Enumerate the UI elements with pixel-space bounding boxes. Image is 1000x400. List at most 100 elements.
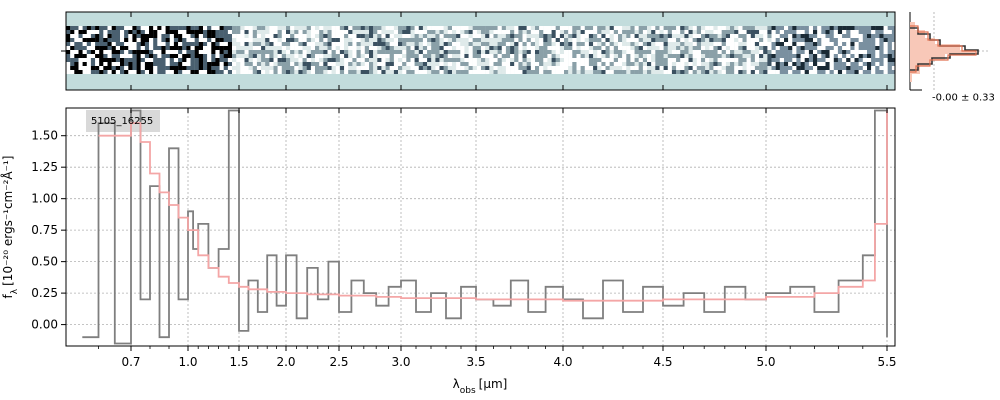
spectrum-2d-pixel [833, 34, 839, 38]
spectrum-2d-pixel [144, 50, 150, 54]
spectrum-2d-pixel [580, 54, 585, 58]
spectrum-2d-pixel [261, 38, 266, 42]
spectrum-2d-pixel [481, 42, 486, 46]
spectrum-2d-pixel [601, 50, 606, 54]
y-tick-label: 1.00 [31, 192, 58, 206]
spectrum-2d-pixel [667, 58, 673, 62]
spectrum-2d-pixel [813, 58, 818, 62]
spectrum-2d-pixel [447, 34, 453, 38]
spectrum-2d-pixel [256, 42, 262, 46]
spectrum-2d-pixel [344, 66, 349, 70]
spectrum-2d-pixel [800, 30, 805, 34]
spectrum-2d-pixel [373, 46, 378, 50]
spectrum-2d-pixel [227, 66, 233, 70]
spectrum-2d-pixel [501, 70, 507, 74]
spectrum-2d-pixel [535, 58, 540, 62]
spectrum-2d-pixel [66, 50, 71, 54]
spectrum-2d-pixel [99, 30, 104, 34]
spectrum-2d-pixel [850, 66, 855, 70]
spectrum-2d-pixel [800, 62, 805, 66]
spectrum-2d-pixel [871, 62, 876, 66]
spectrum-2d-pixel [688, 30, 693, 34]
spectrum-2d-pixel [696, 70, 702, 74]
spectrum-2d-pixel [879, 58, 884, 62]
spectrum-2d-pixel [630, 46, 635, 50]
spectrum-2d-pixel [178, 46, 183, 50]
spectrum-2d-pixel [103, 58, 108, 62]
spectrum-2d-pixel [613, 66, 619, 70]
spectrum-2d-pixel [66, 38, 71, 42]
spectrum-2d-pixel [891, 58, 895, 62]
spectrum-2d-pixel [788, 30, 793, 34]
spectrum-2d-pixel [456, 54, 461, 58]
spectrum-2d-pixel [618, 50, 623, 54]
spectrum-2d-pixel [862, 50, 868, 54]
spectrum-2d-pixel [422, 62, 428, 66]
spectrum-2d-pixel [186, 50, 191, 54]
spectrum-2d-pixel [385, 50, 390, 54]
spectrum-2d-pixel [701, 70, 706, 74]
spectrum-2d-pixel [468, 54, 473, 58]
spectrum-2d-pixel [186, 62, 191, 66]
spectrum-2d-pixel [771, 66, 776, 70]
spectrum-2d-pixel [564, 62, 569, 66]
object-label-box [86, 110, 160, 132]
spectrum-2d-pixel [817, 30, 822, 34]
spectrum-2d-pixel [564, 26, 569, 30]
spectrum-2d-pixel [788, 46, 793, 50]
spectrum-2d-pixel [302, 54, 307, 58]
spectrum-2d-pixel [236, 34, 241, 38]
spectrum-2d-pixel [825, 38, 830, 42]
spectrum-2d-pixel [406, 62, 411, 66]
spectrum-2d-pixel [867, 62, 872, 66]
spectrum-2d-pixel [90, 38, 96, 42]
spectrum-2d-pixel [398, 66, 403, 70]
spectrum-2d-pixel [671, 26, 677, 30]
spectrum-2d-pixel [182, 66, 187, 70]
spectrum-2d-pixel [422, 34, 428, 38]
spectrum-2d-pixel [269, 46, 274, 50]
spectrum-2d-pixel [165, 66, 170, 70]
spectrum-2d-pixel [730, 34, 735, 38]
spectrum-2d-pixel [510, 38, 515, 42]
spectrum-2d-pixel [800, 66, 805, 70]
spectrum-2d-pixel [493, 54, 498, 58]
spectrum-2d-pixel [140, 46, 145, 50]
spectrum-2d-pixel [800, 46, 805, 50]
spectrum-2d-pixel [422, 30, 428, 34]
spectrum-2d-pixel [476, 70, 482, 74]
spectrum-2d-pixel [385, 30, 390, 34]
spectrum-2d-pixel [796, 42, 801, 46]
spectrum-2d-pixel [78, 46, 83, 50]
spectrum-2d-pixel [178, 66, 183, 70]
spectrum-2d-pixel [559, 66, 565, 70]
spectrum-2d-pixel [846, 50, 851, 54]
spectrum-2d-pixel [514, 58, 519, 62]
spectrum-2d-pixel [256, 66, 262, 70]
spectrum-2d-pixel [66, 42, 71, 46]
spectrum-2d-pixel [144, 54, 150, 58]
spectrum-2d-pixel [323, 50, 328, 54]
spectrum-2d-pixel [497, 70, 502, 74]
spectrum-2d-pixel [256, 62, 262, 66]
spectrum-2d-pixel [701, 34, 706, 38]
spectrum-2d-pixel [642, 26, 648, 30]
spectrum-2d-pixel [265, 46, 270, 50]
spectrum-2d-pixel [215, 54, 220, 58]
spectrum-2d-pixel [86, 34, 92, 38]
spectrum-2d-pixel [302, 46, 307, 50]
spectrum-2d-pixel [638, 70, 643, 74]
spectrum-2d-pixel [767, 34, 772, 38]
spectrum-2d-pixel [203, 62, 208, 66]
spectrum-2d-pixel [771, 70, 776, 74]
spectrum-2d-pixel [754, 46, 760, 50]
spectrum-2d-pixel [173, 34, 179, 38]
spectrum-2d-pixel [871, 50, 876, 54]
spectrum-2d-pixel [767, 66, 772, 70]
spectrum-2d-pixel [369, 38, 374, 42]
spectrum-2d-pixel [717, 30, 722, 34]
spectrum-2d-pixel [763, 46, 768, 50]
spectrum-2d-pixel [456, 26, 461, 30]
y-tick-label: 1.50 [31, 129, 58, 143]
spectrum-2d-pixel [182, 46, 187, 50]
